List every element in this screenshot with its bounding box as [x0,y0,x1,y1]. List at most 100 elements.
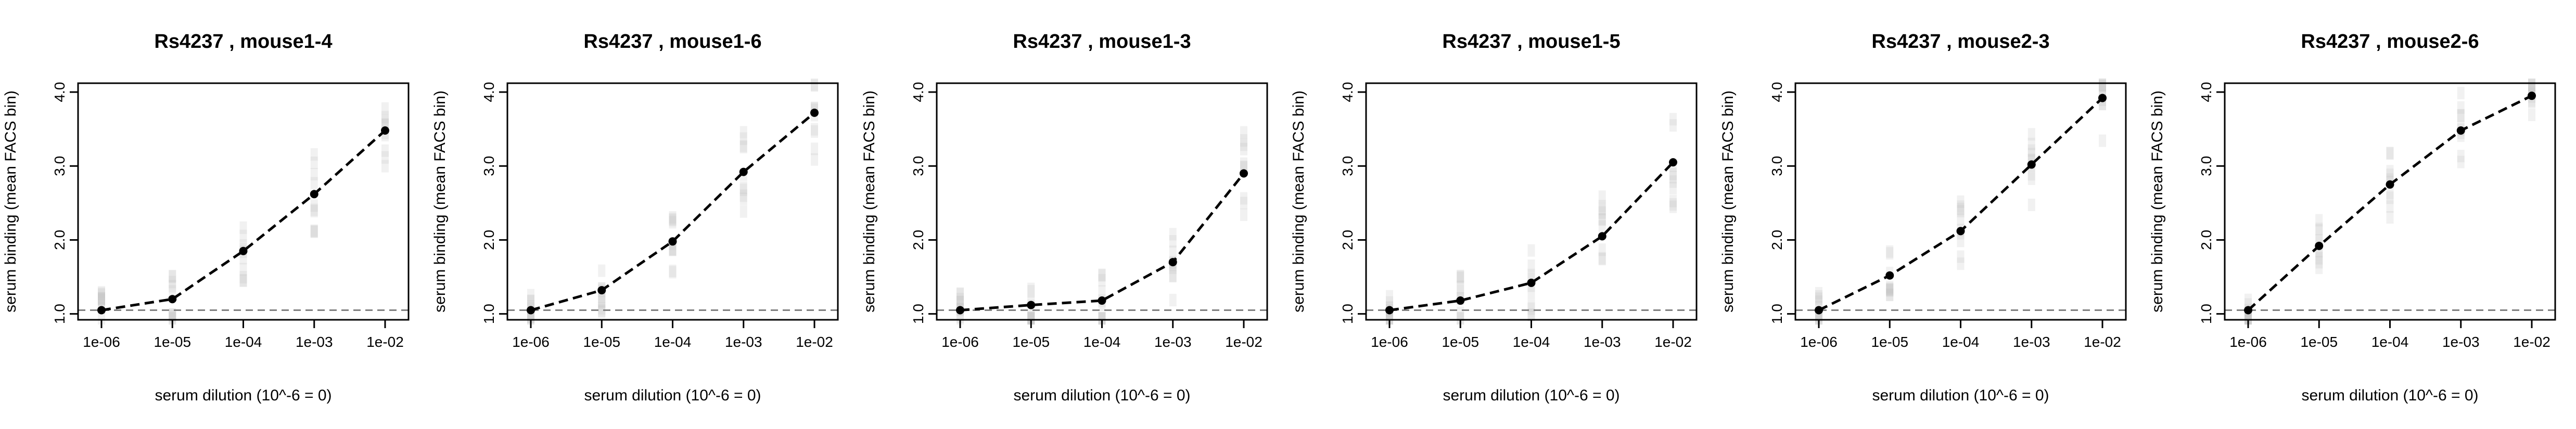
sample-spread-mark [1886,289,1894,302]
sample-spread-mark [239,229,247,242]
sample-spread-mark [169,270,176,283]
sample-spread-mark [598,302,606,315]
sample-spread-mark [2386,187,2394,200]
sample-spread-mark [1527,287,1535,300]
x-tick-label: 1e-04 [1513,334,1550,350]
y-axis-label: serum binding (mean FACS bin) [2,90,19,313]
sample-spread-mark [1240,134,1247,147]
sample-spread-mark [2315,262,2323,275]
sample-spread-mark [2245,311,2252,324]
sample-spread-mark [1957,202,1965,215]
sample-spread-mark [2099,134,2106,147]
sample-spread-mark [1386,312,1393,325]
sample-spread-mark [1457,312,1464,325]
sample-spread-mark [381,151,389,164]
data-point [1027,301,1036,309]
x-tick-label: 1e-05 [1871,334,1908,350]
sample-spread-mark [811,153,818,166]
data-point [381,126,389,135]
sample-spread-mark [1957,213,1965,226]
sample-spread-mark [527,295,534,308]
sample-spread-mark [669,266,677,279]
sample-spread-mark [239,271,247,284]
data-point [168,295,177,304]
data-point [2027,160,2036,169]
sample-spread-mark [1098,285,1106,298]
sample-spread-mark [1598,253,1606,266]
sample-spread-mark [669,243,677,256]
y-axis-label: serum binding (mean FACS bin) [1719,90,1737,313]
series-line [530,111,815,311]
data-point [668,237,677,246]
y-tick-label: 2.0 [1340,230,1356,250]
sample-spread-mark [2099,84,2106,97]
sample-spread-mark [1598,200,1606,213]
data-point [2244,306,2252,315]
sample-spread-mark [957,292,964,305]
sample-spread [527,78,818,325]
sample-spread-mark [1457,280,1464,293]
sample-spread-mark [2245,312,2252,325]
sample-spread-mark [310,199,318,212]
chart-title: Rs4237 , mouse2-3 [1871,31,2049,53]
data-point [2315,241,2324,250]
x-tick-label: 1e-04 [1083,334,1121,350]
sample-spread-mark [169,285,176,298]
sample-spread-mark [1669,171,1677,184]
sample-spread-mark [669,214,677,227]
sample-spread-mark [2315,249,2323,262]
sample-spread-mark [1815,287,1822,300]
sample-spread-mark [811,142,818,155]
sample-spread-mark [1598,252,1606,265]
sample-spread-mark [2528,79,2535,92]
x-tick-label: 1e-04 [654,334,692,350]
y-tick-label: 2.0 [52,230,68,250]
sample-spread-mark [1815,290,1822,303]
sample-spread-mark [1815,312,1822,325]
y-tick-label: 1.0 [52,304,68,324]
chart-panel-5: Rs4237 , mouse2-3 1e-06 1e-05 1e-04 1e-03 1e-… [1719,31,2127,404]
data-point [1240,169,1248,178]
chart-panel-1: Rs4237 , mouse1-4 1e-06 1e-05 1e-04 1e-03 1e-… [2,31,410,404]
sample-spread-mark [2528,78,2535,91]
sample-spread-mark [957,312,964,325]
sample-spread-mark [1957,195,1965,208]
sample-spread-mark [1815,312,1822,325]
y-tick-label: 3.0 [910,156,926,176]
series-line [101,129,386,311]
sample-spread-mark [1669,181,1677,194]
sample-spread-mark [1457,284,1464,297]
sample-spread-mark [739,139,747,152]
sample-spread-mark [1527,268,1535,281]
sample-spread [98,102,389,325]
sample-spread-mark [381,102,389,115]
sample-spread-mark [98,288,105,301]
sample-spread-mark [1527,302,1535,315]
sample-spread-mark [2099,78,2106,91]
sample-spread-mark [1169,294,1177,307]
sample-spread-mark [739,205,747,218]
x-tick-label: 1e-02 [1225,334,1263,350]
sample-spread-mark [381,144,389,157]
sample-spread-mark [2099,78,2106,91]
sample-spread-mark [527,294,534,307]
sample-spread-mark [1598,243,1606,256]
y-tick-label: 2.0 [910,230,926,250]
sample-spread-mark [1169,245,1177,258]
data-point [1168,258,1177,267]
series-line [1389,161,1674,311]
sample-spread-mark [811,79,818,92]
sample-spread-mark [1886,283,1894,296]
sample-spread-mark [1457,270,1464,283]
sample-spread-mark [1098,312,1106,325]
sample-spread-mark [1669,198,1677,211]
data-point [2386,180,2394,189]
sample-spread-mark [1669,119,1677,132]
sample-spread-mark [239,274,247,287]
sample-spread-mark [1669,175,1677,188]
sample-spread-mark [1598,213,1606,226]
sample-spread-mark [2457,86,2465,99]
sample-spread-mark [598,296,606,309]
sample-spread-mark [169,269,176,282]
sample-spread-mark [310,148,318,161]
